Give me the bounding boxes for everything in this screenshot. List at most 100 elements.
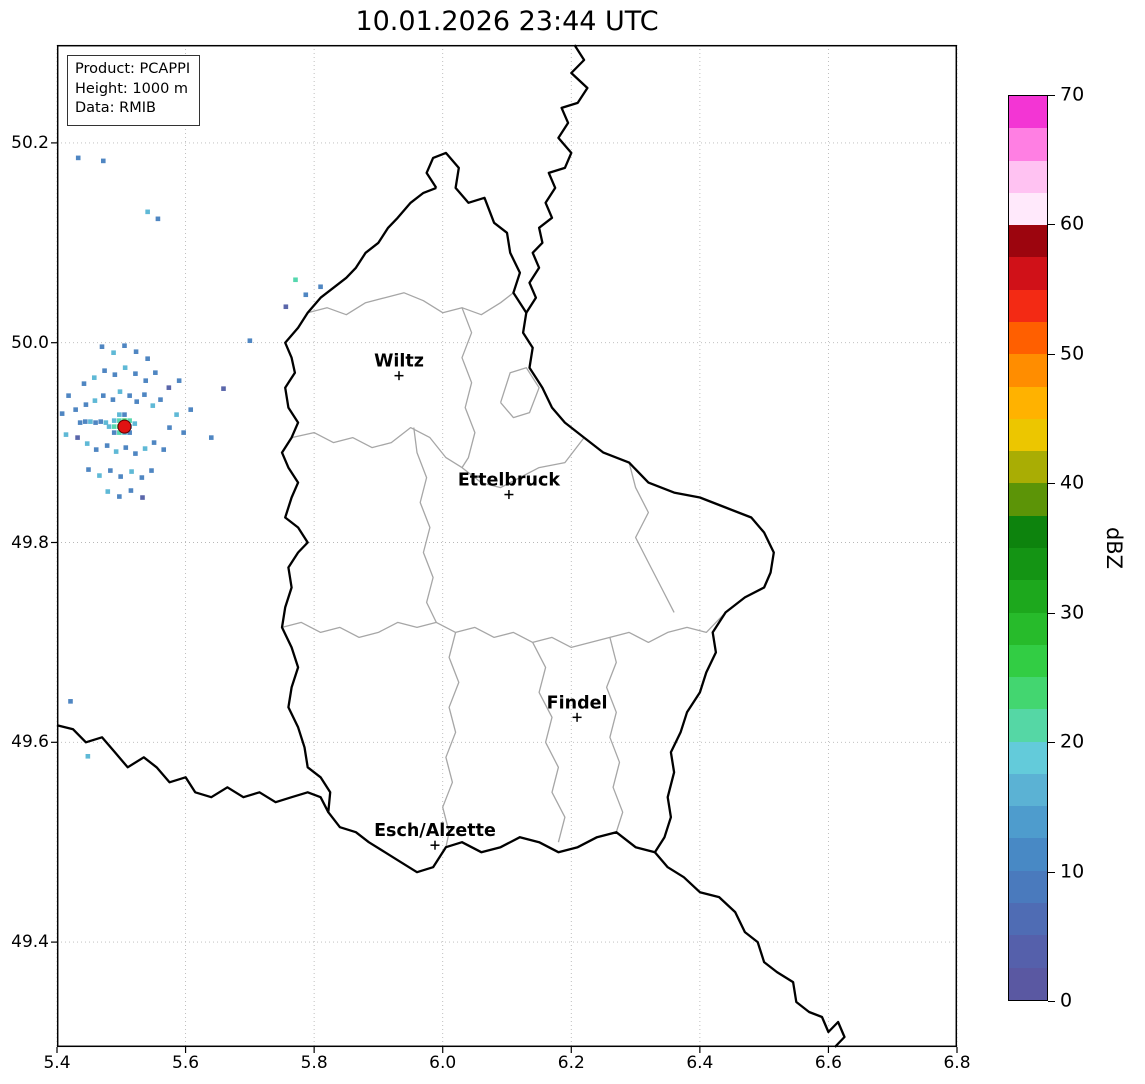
radar-echo-pixel <box>117 494 122 499</box>
colorbar-segment <box>1009 935 1047 968</box>
radar-echo-pixel <box>149 468 154 473</box>
radar-echo-pixel <box>110 397 116 402</box>
radar-echo-pixel <box>143 378 149 383</box>
y-tick-label: 50.2 <box>11 132 49 153</box>
radar-echo-pixel <box>221 386 226 391</box>
radar-echo-pixel <box>98 419 104 424</box>
radar-echo-pixel <box>158 397 163 402</box>
country-border <box>654 851 846 1048</box>
radar-echo-pixel <box>83 402 89 407</box>
colorbar <box>1008 95 1048 1001</box>
x-tick-label: 6.6 <box>814 1053 842 1073</box>
colorbar-segment <box>1009 321 1047 355</box>
colorbar-tick-label: 20 <box>1060 730 1085 753</box>
colorbar-tick-mark <box>1048 871 1055 873</box>
colorbar-segment <box>1009 741 1047 774</box>
radar-echo-pixel <box>122 343 127 348</box>
radar-echo-pixel <box>66 393 71 398</box>
colorbar-tick-mark <box>1048 612 1055 614</box>
city-label: Findel <box>547 693 608 713</box>
district-border <box>605 637 624 833</box>
radar-echo-pixel <box>91 375 97 380</box>
colorbar-tick-label: 30 <box>1060 601 1085 624</box>
y-tick-label: 49.8 <box>11 532 49 553</box>
map-canvas: Wiltz Ettelbruck Findel Esch/Alzette <box>51 44 958 1053</box>
colorbar-segment <box>1009 838 1047 871</box>
info-data-line: Data: RMIB <box>75 100 156 117</box>
radar-echo-pixel <box>111 424 117 429</box>
colorbar-tick-mark <box>1048 1001 1055 1002</box>
colorbar-tick-mark <box>1048 742 1055 744</box>
radar-echo-pixel <box>247 338 253 344</box>
colorbar-tick-mark <box>1048 483 1055 485</box>
colorbar-segment <box>1009 709 1047 742</box>
radar-echo-pixel <box>97 473 102 478</box>
radar-echo-pixel <box>92 398 98 403</box>
colorbar-segment <box>1009 612 1047 645</box>
radar-echo-pixel <box>166 385 172 390</box>
radar-echo-pixel <box>155 216 161 222</box>
city-label: Ettelbruck <box>458 471 561 491</box>
district-border <box>307 292 514 316</box>
colorbar-tick-mark <box>1048 353 1055 355</box>
radar-echo-pixel <box>283 304 289 310</box>
colorbar-segment <box>1009 257 1047 290</box>
radar-echo-pixel <box>128 488 134 493</box>
figure-title: 10.01.2026 23:44 UTC <box>355 6 659 37</box>
colorbar-segment <box>1009 483 1047 516</box>
radar-echo-pixel <box>117 412 122 417</box>
radar-echo-pixel <box>208 435 214 440</box>
colorbar-segment <box>1009 451 1047 484</box>
radar-echo-pixel <box>88 419 93 424</box>
radar-echo-pixel <box>122 365 128 370</box>
colorbar-segment <box>1009 386 1047 419</box>
radar-echo-pixel <box>122 412 127 417</box>
radar-echo-pixel <box>93 420 98 425</box>
district-border <box>461 307 476 468</box>
x-tick-label: 5.4 <box>43 1053 71 1073</box>
colorbar-tick-label: 50 <box>1060 342 1085 365</box>
district-border <box>281 611 727 649</box>
x-tick-label: 6.0 <box>429 1053 457 1073</box>
y-tick-label: 49.6 <box>11 732 49 753</box>
radar-echo-pixel <box>84 441 90 446</box>
colorbar-segment <box>1009 644 1047 678</box>
radar-echo-pixel <box>117 389 123 394</box>
colorbar-segment <box>1009 677 1047 710</box>
radar-echo-pixel <box>132 421 138 426</box>
radar-echo-pixel <box>181 430 186 435</box>
radar-echo-pixel <box>293 277 298 283</box>
colorbar-segment <box>1009 418 1047 452</box>
info-height-line: Height: 1000 m <box>75 80 189 97</box>
district-border <box>532 642 566 843</box>
radar-echo-pixel <box>127 393 132 398</box>
radar-echo-pixel <box>318 284 323 290</box>
radar-echo-pixel <box>303 292 309 298</box>
country-border <box>56 724 330 813</box>
district-border <box>291 426 585 489</box>
radar-echo-pixel <box>167 425 172 430</box>
radar-echo-pixel <box>75 435 80 440</box>
colorbar-axis-label-wrap: dBZ <box>1094 95 1134 1001</box>
y-tick-label: 50.0 <box>11 332 49 353</box>
radar-echo-pixel <box>63 432 69 437</box>
radar-echo-pixel <box>142 392 147 397</box>
radar-echo-pixel <box>59 411 65 416</box>
radar-echo-pixel <box>86 467 91 472</box>
colorbar-segment <box>1009 903 1047 936</box>
info-product-line: Product: PCAPPI <box>75 61 191 77</box>
radar-site-marker <box>117 419 132 434</box>
radar-echo-pixel <box>117 418 122 423</box>
radar-echo-pixel <box>188 407 194 412</box>
radar-echo-pixel <box>111 430 117 435</box>
plot-frame <box>56 44 958 1048</box>
x-tick-label: 6.8 <box>943 1053 971 1073</box>
radar-echo-pixel <box>77 420 83 425</box>
colorbar-segment <box>1009 967 1047 1000</box>
colorbar-segment <box>1009 580 1047 613</box>
map-plot: Wiltz Ettelbruck Findel Esch/Alzette Produc… <box>51 44 958 1053</box>
x-tick-label: 6.4 <box>686 1053 714 1073</box>
radar-echo-pixel <box>140 495 145 500</box>
radar-echo-pixel <box>174 412 179 417</box>
